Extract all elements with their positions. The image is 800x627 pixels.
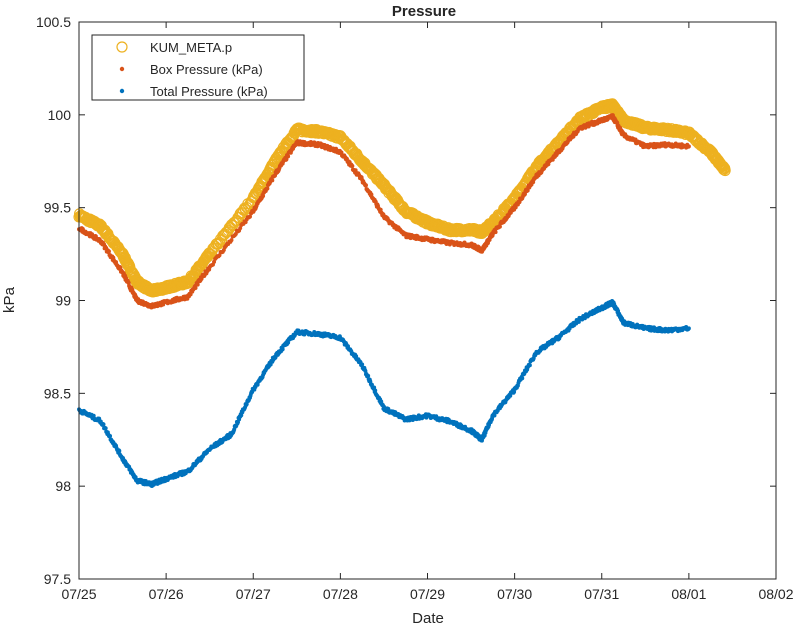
data-point bbox=[525, 188, 530, 193]
data-point bbox=[117, 448, 122, 453]
y-tick-label: 100 bbox=[48, 107, 72, 123]
data-point bbox=[492, 413, 497, 418]
y-tick-label: 99.5 bbox=[44, 200, 71, 216]
legend-label: Box Pressure (kPa) bbox=[150, 62, 263, 77]
data-point bbox=[261, 193, 266, 198]
data-point bbox=[218, 229, 230, 241]
data-point bbox=[363, 183, 368, 188]
y-tick-label: 98.5 bbox=[44, 385, 71, 401]
y-tick-label: 98 bbox=[55, 478, 71, 494]
data-point bbox=[229, 238, 234, 243]
data-point bbox=[232, 427, 237, 432]
data-point bbox=[497, 224, 502, 229]
x-tick-label: 07/25 bbox=[61, 586, 96, 602]
data-point bbox=[520, 376, 525, 381]
data-point bbox=[350, 163, 355, 168]
y-tick-label: 99 bbox=[55, 293, 71, 309]
data-point bbox=[240, 204, 252, 216]
x-tick-label: 07/28 bbox=[323, 586, 358, 602]
x-tick-label: 07/30 bbox=[497, 586, 532, 602]
data-point bbox=[508, 393, 513, 398]
legend-label: Total Pressure (kPa) bbox=[150, 84, 268, 99]
data-point bbox=[217, 253, 222, 258]
legend-marker bbox=[119, 66, 125, 72]
data-point bbox=[286, 340, 291, 345]
x-axis-label: Date bbox=[412, 610, 444, 627]
data-point bbox=[233, 232, 238, 237]
data-point bbox=[106, 249, 111, 254]
data-point bbox=[493, 230, 498, 235]
data-point bbox=[108, 433, 113, 438]
data-point bbox=[238, 226, 243, 231]
chart-title: Pressure bbox=[392, 3, 456, 20]
data-point bbox=[686, 144, 691, 149]
data-point bbox=[512, 389, 517, 394]
data-point bbox=[527, 363, 532, 368]
data-point bbox=[195, 282, 200, 287]
series-total-pressure-kpa bbox=[77, 298, 691, 489]
data-point bbox=[373, 388, 378, 393]
y-tick-label: 97.5 bbox=[44, 571, 71, 587]
data-point bbox=[386, 406, 391, 411]
legend-marker bbox=[119, 88, 125, 94]
data-point bbox=[719, 164, 731, 177]
y-axis-label: kPa bbox=[1, 286, 18, 313]
data-point bbox=[686, 326, 691, 331]
plot-frame bbox=[78, 21, 777, 580]
x-tick-label: 07/29 bbox=[410, 586, 445, 602]
x-tick-label: 08/02 bbox=[758, 586, 793, 602]
x-tick-label: 07/26 bbox=[149, 586, 184, 602]
data-point bbox=[280, 347, 285, 352]
data-point bbox=[354, 354, 359, 359]
data-point bbox=[576, 319, 581, 324]
data-point bbox=[286, 154, 291, 159]
data-point bbox=[366, 373, 371, 378]
legend-marker bbox=[116, 41, 128, 53]
data-point bbox=[101, 422, 106, 427]
data-point bbox=[363, 368, 368, 373]
x-tick-label: 07/31 bbox=[584, 586, 619, 602]
legend: KUM_META.p Box Pressure (kPa) Total Pressu… bbox=[91, 34, 305, 101]
x-tick-label: 07/27 bbox=[236, 586, 271, 602]
legend-label: KUM_META.p bbox=[150, 40, 232, 55]
series-box-pressure-kpa bbox=[77, 113, 691, 310]
series-kum-meta-p bbox=[73, 98, 731, 298]
data-point bbox=[193, 286, 198, 291]
data-point bbox=[360, 362, 365, 367]
data-point bbox=[265, 186, 270, 191]
data-point bbox=[103, 426, 108, 431]
data-point bbox=[247, 214, 252, 219]
x-tick-label: 08/01 bbox=[671, 586, 706, 602]
y-tick-label: 100.5 bbox=[36, 14, 71, 30]
data-point bbox=[270, 178, 275, 183]
